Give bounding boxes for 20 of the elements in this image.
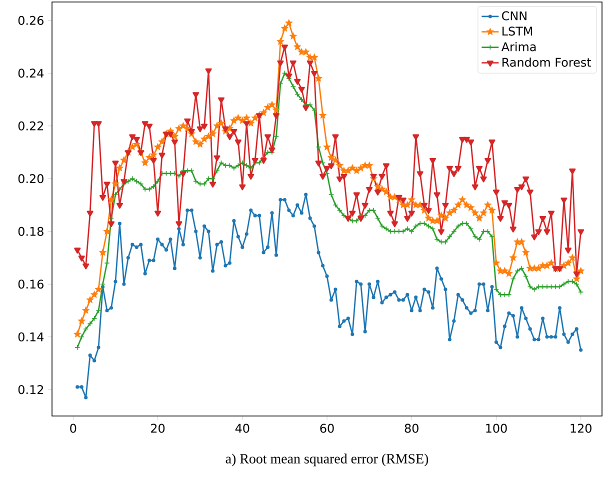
y-tick-label: 0.20 bbox=[18, 174, 44, 184]
legend-label: Arima bbox=[501, 42, 536, 52]
x-tick-label: 100 bbox=[486, 424, 507, 433]
y-tick-label: 0.22 bbox=[18, 121, 44, 130]
y-tick-label: 0.18 bbox=[18, 226, 44, 236]
x-tick-label: 0 bbox=[70, 424, 76, 433]
y-tick-label: 0.12 bbox=[18, 385, 44, 394]
legend-label: Random Forest bbox=[502, 58, 592, 67]
x-tick-label: 80 bbox=[404, 424, 418, 433]
legend-label: CNN bbox=[502, 11, 526, 20]
x-tick-label: 20 bbox=[151, 424, 165, 433]
legend-label: LSTM bbox=[502, 26, 532, 36]
x-axis-title: a) Root mean squared error (RMSE) bbox=[226, 454, 428, 466]
y-tick-label: 0.26 bbox=[18, 16, 44, 25]
x-tick-label: 60 bbox=[320, 424, 334, 433]
y-tick-label: 0.14 bbox=[18, 332, 44, 342]
y-tick-label: 0.16 bbox=[18, 280, 44, 289]
y-tick-label: 0.24 bbox=[18, 68, 44, 78]
x-tick-label: 120 bbox=[570, 424, 592, 433]
x-tick-label: 40 bbox=[235, 424, 250, 433]
